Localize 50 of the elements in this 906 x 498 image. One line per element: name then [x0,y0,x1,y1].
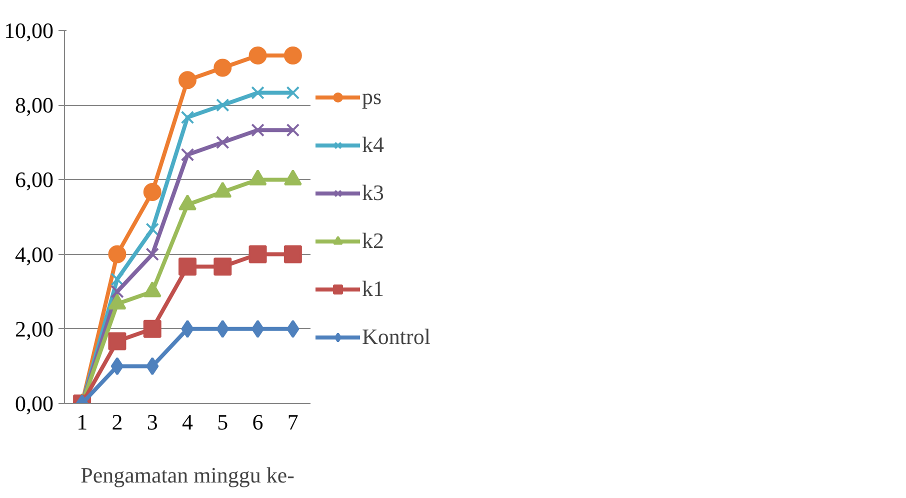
point [286,320,300,338]
legend-label: k2 [362,228,384,254]
point [110,284,124,298]
y-tick-label: 10,00 [4,18,54,43]
point [284,245,302,264]
x-tick-label: 6 [252,410,264,434]
point [284,46,302,64]
point [251,123,264,137]
point [251,320,264,338]
point [110,357,124,376]
x-axis-title: Pengamatan minggu ke- [80,462,294,488]
y-tick-label: 2,00 [15,316,54,342]
point [110,272,124,286]
point [143,320,162,338]
legend-label: k3 [362,180,384,206]
y-tick-label: 4,00 [15,242,54,267]
point [248,245,267,264]
point [108,245,126,264]
point [180,110,194,124]
y-tick-label: 6,00 [15,167,54,192]
point [214,58,232,77]
x-tick-label: 2 [112,410,123,434]
point [108,332,126,350]
x-tick-label: 4 [182,410,193,434]
y-tick-label: 0,00 [15,391,54,416]
point [216,98,230,112]
legend-label: Kontrol [362,324,430,350]
x-tick-label: 5 [217,410,228,434]
point [251,86,264,100]
legend-label: ps [362,84,382,110]
point [146,248,160,261]
point [178,71,196,90]
x-tick-label: 7 [287,410,298,434]
point [214,258,232,276]
legend-label: k4 [362,132,384,158]
point [146,357,159,376]
point [216,136,230,150]
point [181,320,194,338]
x-tick-label: 1 [76,410,88,434]
point [248,46,267,64]
point [286,123,300,137]
point [286,86,300,100]
legend-label: k1 [362,276,384,302]
y-tick-label: 8,00 [15,92,54,118]
point [216,320,229,338]
x-tick-label: 3 [146,410,158,434]
point [146,222,160,236]
point [178,258,196,276]
point [143,183,162,201]
point [180,148,194,162]
